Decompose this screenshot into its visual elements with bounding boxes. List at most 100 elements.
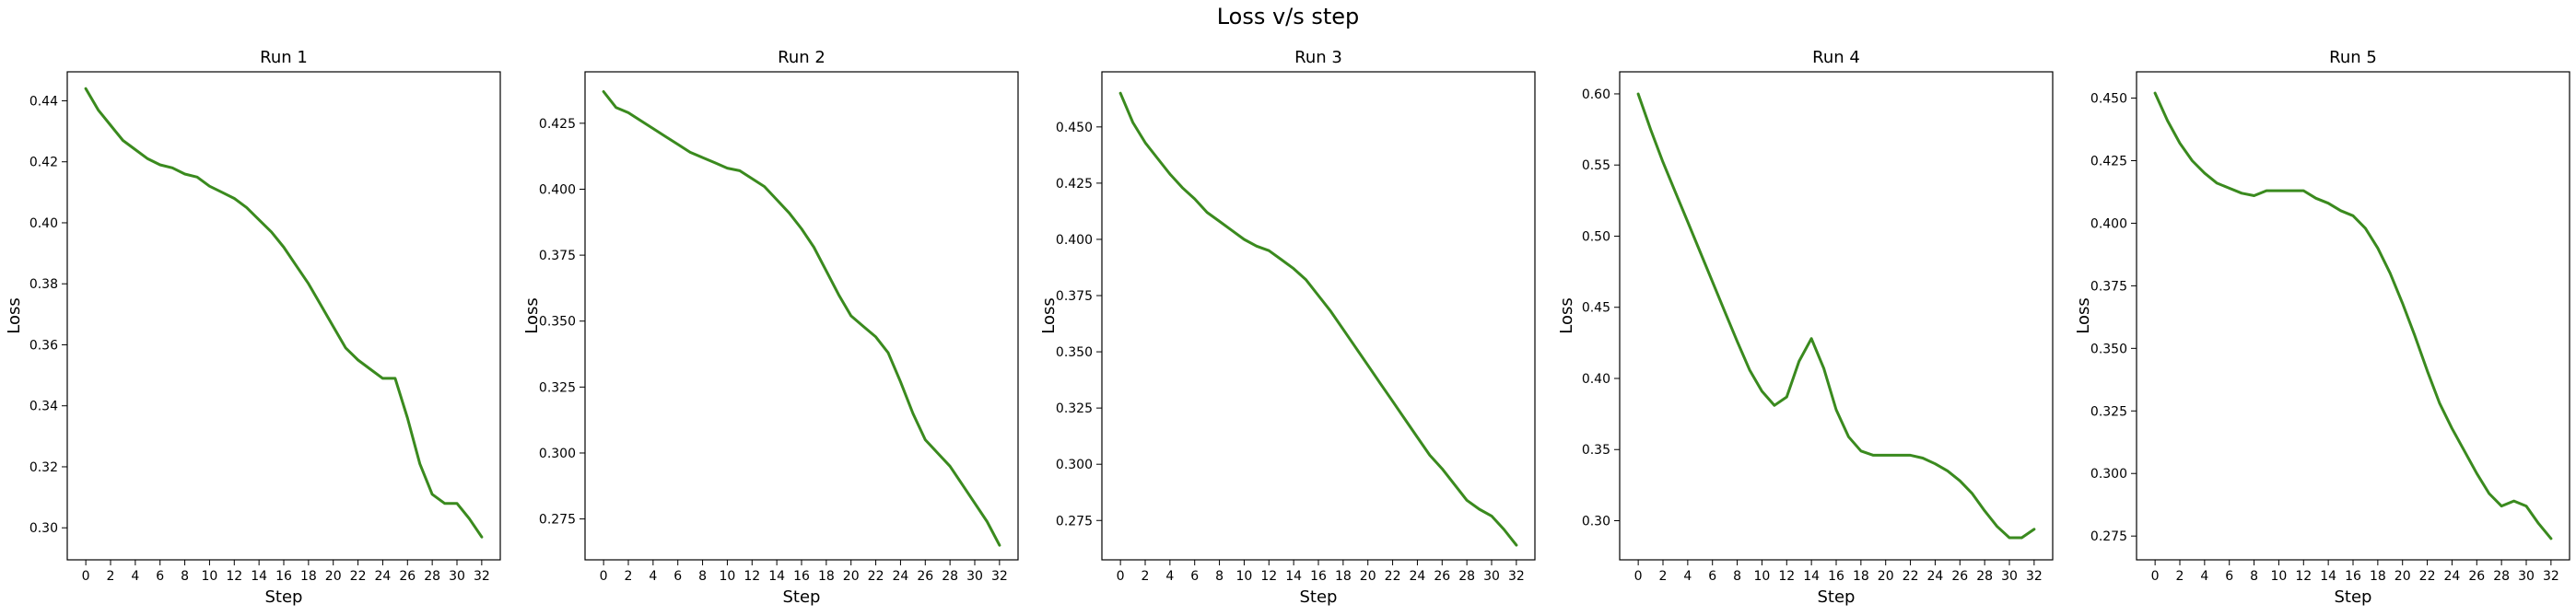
x-tick-label: 4 xyxy=(1683,569,1692,584)
y-tick-label: 0.425 xyxy=(539,117,576,132)
y-tick-label: 0.375 xyxy=(1056,289,1093,304)
subplot-run-2: Run 20 2 4 6 8 10 12 14 16 18 20 22 24 26 28 30 320.2750… xyxy=(522,48,1019,607)
y-axis-label: Loss xyxy=(2074,297,2093,333)
x-tick-label: 14 xyxy=(2320,569,2336,584)
x-axis-label: Step xyxy=(783,587,821,607)
axes-frame xyxy=(1101,71,1536,561)
x-tick-label: 2 xyxy=(1659,569,1668,584)
y-tick-label: 0.40 xyxy=(29,216,58,231)
y-tick-label: 0.275 xyxy=(539,513,576,528)
x-tick-label: 2 xyxy=(2176,569,2184,584)
x-tick-label: 26 xyxy=(399,569,416,584)
x-tick-label: 0 xyxy=(2151,569,2160,584)
x-tick-label: 24 xyxy=(2444,569,2461,584)
series-line-run-5 xyxy=(2153,91,2553,540)
y-tick-label: 0.300 xyxy=(1056,458,1093,472)
y-tick-label: 0.275 xyxy=(2090,529,2127,544)
y-tick-label: 0.350 xyxy=(1056,345,1093,360)
series-line-run-3 xyxy=(1118,91,1518,547)
y-axis-label: Loss xyxy=(1039,297,1059,333)
x-tick-label: 8 xyxy=(181,569,189,584)
subplot-title: Run 1 xyxy=(260,48,308,67)
x-tick-label: 26 xyxy=(1951,569,1968,584)
y-tick-label: 0.32 xyxy=(29,460,58,475)
x-tick-label: 16 xyxy=(275,569,292,584)
x-tick-label: 12 xyxy=(226,569,242,584)
y-tick-label: 0.325 xyxy=(2090,404,2127,419)
y-tick-label: 0.30 xyxy=(29,521,58,536)
subplot-title: Run 2 xyxy=(778,48,825,67)
x-tick-label: 18 xyxy=(2370,569,2386,584)
y-tick-label: 0.425 xyxy=(2090,154,2127,169)
x-tick-label: 12 xyxy=(744,569,760,584)
x-tick-label: 28 xyxy=(2493,569,2510,584)
y-tick-label: 0.275 xyxy=(1056,514,1093,529)
y-tick-label: 0.35 xyxy=(1582,443,1610,458)
x-tick-label: 16 xyxy=(1828,569,1844,584)
x-tick-label: 0 xyxy=(82,569,90,584)
x-tick-label: 10 xyxy=(720,569,736,584)
x-tick-label: 28 xyxy=(1976,569,1993,584)
x-tick-label: 22 xyxy=(868,569,884,584)
y-axis-label: Loss xyxy=(522,297,542,333)
x-tick-label: 0 xyxy=(1117,569,1125,584)
x-axis-label: Step xyxy=(2335,587,2372,607)
x-tick-label: 18 xyxy=(1335,569,1352,584)
x-tick-label: 30 xyxy=(449,569,465,584)
x-tick-label: 22 xyxy=(350,569,367,584)
x-tick-label: 6 xyxy=(1708,569,1716,584)
axes-frame xyxy=(66,71,501,561)
subplot-title: Run 4 xyxy=(1812,48,1860,67)
x-tick-label: 2 xyxy=(625,569,633,584)
y-tick-label: 0.325 xyxy=(1056,401,1093,416)
subplot-run-1: Run 10 2 4 6 8 10 12 14 16 18 20 22 24 26 28 30 320.300.… xyxy=(5,48,501,607)
y-tick-label: 0.36 xyxy=(29,338,58,353)
y-tick-label: 0.350 xyxy=(539,315,576,330)
y-tick-label: 0.450 xyxy=(2090,92,2127,107)
x-tick-label: 20 xyxy=(325,569,342,584)
y-tick-label: 0.400 xyxy=(1056,233,1093,248)
x-tick-label: 14 xyxy=(1285,569,1302,584)
x-tick-label: 10 xyxy=(1236,569,1253,584)
y-tick-label: 0.300 xyxy=(539,447,576,461)
x-tick-label: 28 xyxy=(424,569,440,584)
x-tick-label: 4 xyxy=(131,569,139,584)
x-tick-label: 22 xyxy=(2419,569,2436,584)
x-tick-label: 32 xyxy=(474,569,490,584)
x-tick-label: 8 xyxy=(2250,569,2258,584)
y-tick-label: 0.34 xyxy=(29,400,58,414)
figure-title: Loss v/s step xyxy=(1216,4,1360,29)
x-tick-label: 18 xyxy=(300,569,317,584)
x-tick-label: 18 xyxy=(818,569,835,584)
y-tick-label: 0.400 xyxy=(539,182,576,197)
x-tick-label: 0 xyxy=(600,569,608,584)
x-tick-label: 28 xyxy=(1458,569,1475,584)
y-tick-label: 0.350 xyxy=(2090,342,2127,356)
series-line-run-2 xyxy=(602,90,1001,547)
x-tick-label: 0 xyxy=(1634,569,1643,584)
x-tick-label: 12 xyxy=(1260,569,1277,584)
x-tick-label: 6 xyxy=(673,569,682,584)
y-tick-label: 0.60 xyxy=(1582,87,1610,102)
axes-frame xyxy=(2136,71,2570,561)
x-tick-label: 20 xyxy=(2395,569,2411,584)
x-tick-label: 6 xyxy=(156,569,164,584)
y-tick-label: 0.325 xyxy=(539,380,576,395)
x-tick-label: 2 xyxy=(107,569,115,584)
y-tick-label: 0.44 xyxy=(29,94,58,109)
x-tick-label: 24 xyxy=(893,569,909,584)
x-tick-label: 10 xyxy=(2271,569,2288,584)
y-tick-label: 0.42 xyxy=(29,156,58,170)
x-tick-label: 12 xyxy=(1778,569,1795,584)
x-tick-label: 30 xyxy=(2001,569,2018,584)
x-axis-label: Step xyxy=(265,587,303,607)
x-tick-label: 10 xyxy=(202,569,218,584)
x-tick-label: 18 xyxy=(1853,569,1869,584)
y-tick-label: 0.375 xyxy=(539,249,576,263)
series-line-run-4 xyxy=(1636,92,2036,540)
x-tick-label: 28 xyxy=(942,569,958,584)
y-tick-label: 0.425 xyxy=(1056,177,1093,192)
x-tick-label: 24 xyxy=(1410,569,1426,584)
